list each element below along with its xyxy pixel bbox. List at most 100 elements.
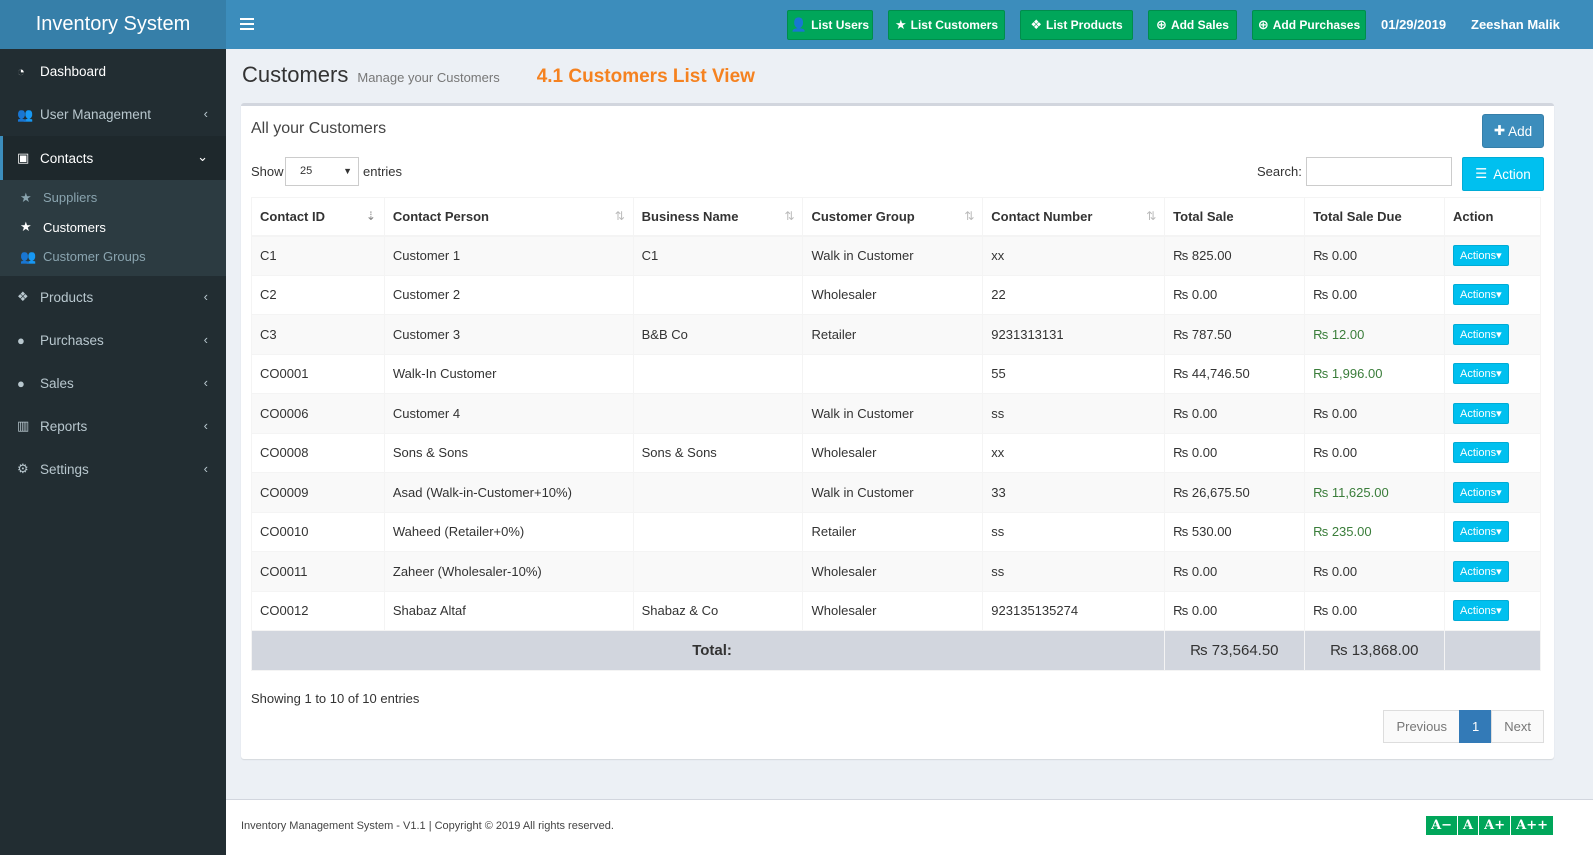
bulk-action-button[interactable]: ☰ Action: [1462, 157, 1544, 191]
sidebar-item-dashboard[interactable]: ◔ Dashboard: [17, 63, 107, 79]
cell-total-sale: ₨ 26,675.50: [1164, 472, 1306, 513]
page-button-current[interactable]: 1: [1459, 710, 1493, 743]
cell-total-sale-due: ₨ 0.00: [1304, 274, 1445, 315]
search-label: Search:: [1257, 164, 1302, 179]
app-title[interactable]: Inventory System: [0, 0, 226, 49]
sort-icon: ⇅: [1146, 209, 1157, 223]
cell-total-sale-due: ₨ 11,625.00: [1304, 472, 1445, 513]
total-sale-value: ₨ 73,564.50: [1164, 630, 1306, 671]
list-users-button[interactable]: 👤 List Users: [787, 10, 873, 40]
chevron-left-icon: ‹: [203, 460, 208, 476]
entries-select[interactable]: 25 ▼: [285, 157, 359, 186]
entries-label: entries: [363, 164, 403, 179]
table-row: CO0001 Walk-In Customer 55 ₨ 44,746.50 ₨ 1,9…: [251, 353, 1541, 394]
sidebar-item-purchases[interactable]: ● Purchases ‹: [17, 331, 208, 348]
page-title: Customers: [242, 62, 349, 87]
cell-customer-group: Walk in Customer: [802, 393, 984, 434]
row-actions-button[interactable]: Actions▾: [1453, 363, 1509, 385]
row-actions-button[interactable]: Actions▾: [1453, 560, 1509, 582]
caret-down-icon: ▼: [343, 166, 352, 176]
cell-total-sale: ₨ 0.00: [1164, 393, 1306, 434]
sidebar-item-sales[interactable]: ● Sales ‹: [17, 374, 208, 391]
row-actions-button[interactable]: Actions▾: [1453, 521, 1509, 543]
add-sales-button[interactable]: ⊕ Add Sales: [1148, 10, 1237, 40]
pagination: Previous 1 Next: [1383, 710, 1544, 743]
font-increase-button[interactable]: A+: [1479, 816, 1512, 835]
cell-business-name: [632, 353, 804, 394]
customers-table: Contact ID ⇣ Contact Person ⇅ Business Nam…: [250, 197, 1541, 671]
header-contact-person[interactable]: Contact Person ⇅: [383, 197, 634, 237]
sidebar-item-customers[interactable]: ★ Customers: [20, 219, 106, 235]
top-navbar: 👤 List Users ★ List Customers ❖ List Produc…: [226, 0, 1593, 49]
content-header: Customers Manage your Customers 4.1 Cust…: [242, 62, 755, 88]
cell-customer-group: Retailer: [802, 314, 984, 355]
header-business-name[interactable]: Business Name ⇅: [632, 197, 804, 237]
table-row: C1 Customer 1 C1 Walk in Customer xx ₨ 825.00…: [251, 235, 1541, 276]
contacts-submenu: ★ Suppliers ★ Customers 👥 Customer Group…: [0, 180, 226, 276]
cell-contact-person: Customer 1: [383, 235, 634, 276]
row-actions-button[interactable]: Actions▾: [1453, 402, 1509, 424]
cell-contact-person: Waheed (Retailer+0%): [383, 511, 634, 552]
list-products-button[interactable]: ❖ List Products: [1020, 10, 1133, 40]
sidebar-item-customer-groups[interactable]: 👥 Customer Groups: [20, 248, 146, 265]
row-actions-button[interactable]: Actions▾: [1453, 284, 1509, 306]
list-customers-button[interactable]: ★ List Customers: [888, 10, 1005, 40]
sidebar-item-products[interactable]: ❖ Products ‹: [17, 288, 208, 305]
cell-contact-id: CO0012: [251, 590, 385, 631]
add-customer-button[interactable]: ✚ Add: [1482, 114, 1544, 148]
row-actions-button[interactable]: Actions▾: [1453, 481, 1509, 503]
row-actions-button[interactable]: Actions▾: [1453, 323, 1509, 345]
user-menu[interactable]: Zeeshan Malik: [1471, 17, 1560, 32]
cell-customer-group: [802, 353, 984, 394]
cell-customer-group: Retailer: [802, 511, 984, 552]
cell-contact-id: CO0008: [251, 432, 385, 473]
add-purchases-button[interactable]: ⊕ Add Purchases: [1252, 10, 1366, 40]
caret-down-icon: ▾: [1496, 605, 1502, 618]
cell-action: Actions▾: [1444, 353, 1541, 394]
footer-text: Inventory Management System - V1.1 | Cop…: [241, 820, 614, 832]
row-actions-button[interactable]: Actions▾: [1453, 245, 1509, 266]
caret-down-icon: ▾: [1496, 526, 1502, 539]
cell-contact-id: C1: [251, 235, 385, 276]
header-action: Action: [1444, 197, 1541, 237]
header-total-sale: Total Sale: [1164, 197, 1306, 237]
plus-circle-icon: ⊕: [1257, 17, 1269, 32]
caret-down-icon: ▾: [1496, 407, 1502, 420]
table-row: CO0012 Shabaz Altaf Shabaz & Co Wholesaler 9…: [251, 590, 1541, 631]
cell-total-sale-due: ₨ 0.00: [1304, 432, 1445, 473]
sidebar-item-suppliers[interactable]: ★ Suppliers: [20, 189, 98, 206]
sidebar-item-contacts[interactable]: ▣ Contacts ⌄: [0, 136, 226, 180]
bar-chart-icon: ▥: [17, 418, 30, 433]
cell-customer-group: Wholesaler: [802, 590, 984, 631]
cell-contact-id: C2: [251, 274, 385, 315]
cell-contact-number: 55: [982, 353, 1166, 394]
table-row: C2 Customer 2 Wholesaler 22 ₨ 0.00 ₨ 0.00 Acti…: [251, 274, 1541, 315]
font-size-controls: A− A A+ A++: [1426, 816, 1554, 835]
search-input[interactable]: [1306, 157, 1452, 186]
box-title: All your Customers: [251, 120, 387, 137]
cell-total-sale: ₨ 0.00: [1164, 551, 1306, 592]
previous-page-button[interactable]: Previous: [1383, 710, 1461, 743]
cell-contact-number: xx: [982, 432, 1166, 473]
chevron-left-icon: ‹: [203, 417, 208, 433]
header-total-sale-due: Total Sale Due: [1304, 197, 1445, 237]
menu-toggle-icon[interactable]: [240, 15, 254, 34]
row-actions-button[interactable]: Actions▾: [1453, 600, 1509, 622]
sidebar-item-settings[interactable]: ⚙ Settings ‹: [17, 460, 208, 477]
font-increase-more-button[interactable]: A++: [1511, 816, 1554, 835]
cell-action: Actions▾: [1444, 590, 1541, 631]
font-reset-button[interactable]: A: [1458, 816, 1480, 835]
total-due-value: ₨ 13,868.00: [1304, 630, 1445, 671]
header-customer-group[interactable]: Customer Group ⇅: [802, 197, 984, 237]
next-page-button[interactable]: Next: [1491, 710, 1544, 743]
table-info: Showing 1 to 10 of 10 entries: [251, 691, 420, 706]
sidebar-item-user-management[interactable]: 👥 User Management ‹: [17, 106, 208, 122]
header-contact-id[interactable]: Contact ID ⇣: [251, 197, 385, 237]
row-actions-button[interactable]: Actions▾: [1453, 442, 1509, 464]
sidebar-item-reports[interactable]: ▥ Reports ‹: [17, 417, 208, 434]
cell-total-sale: ₨ 0.00: [1164, 274, 1306, 315]
star-icon: ★: [894, 17, 907, 32]
cell-contact-number: 22: [982, 274, 1166, 315]
font-decrease-button[interactable]: A−: [1426, 816, 1459, 835]
header-contact-number[interactable]: Contact Number ⇅: [982, 197, 1166, 237]
